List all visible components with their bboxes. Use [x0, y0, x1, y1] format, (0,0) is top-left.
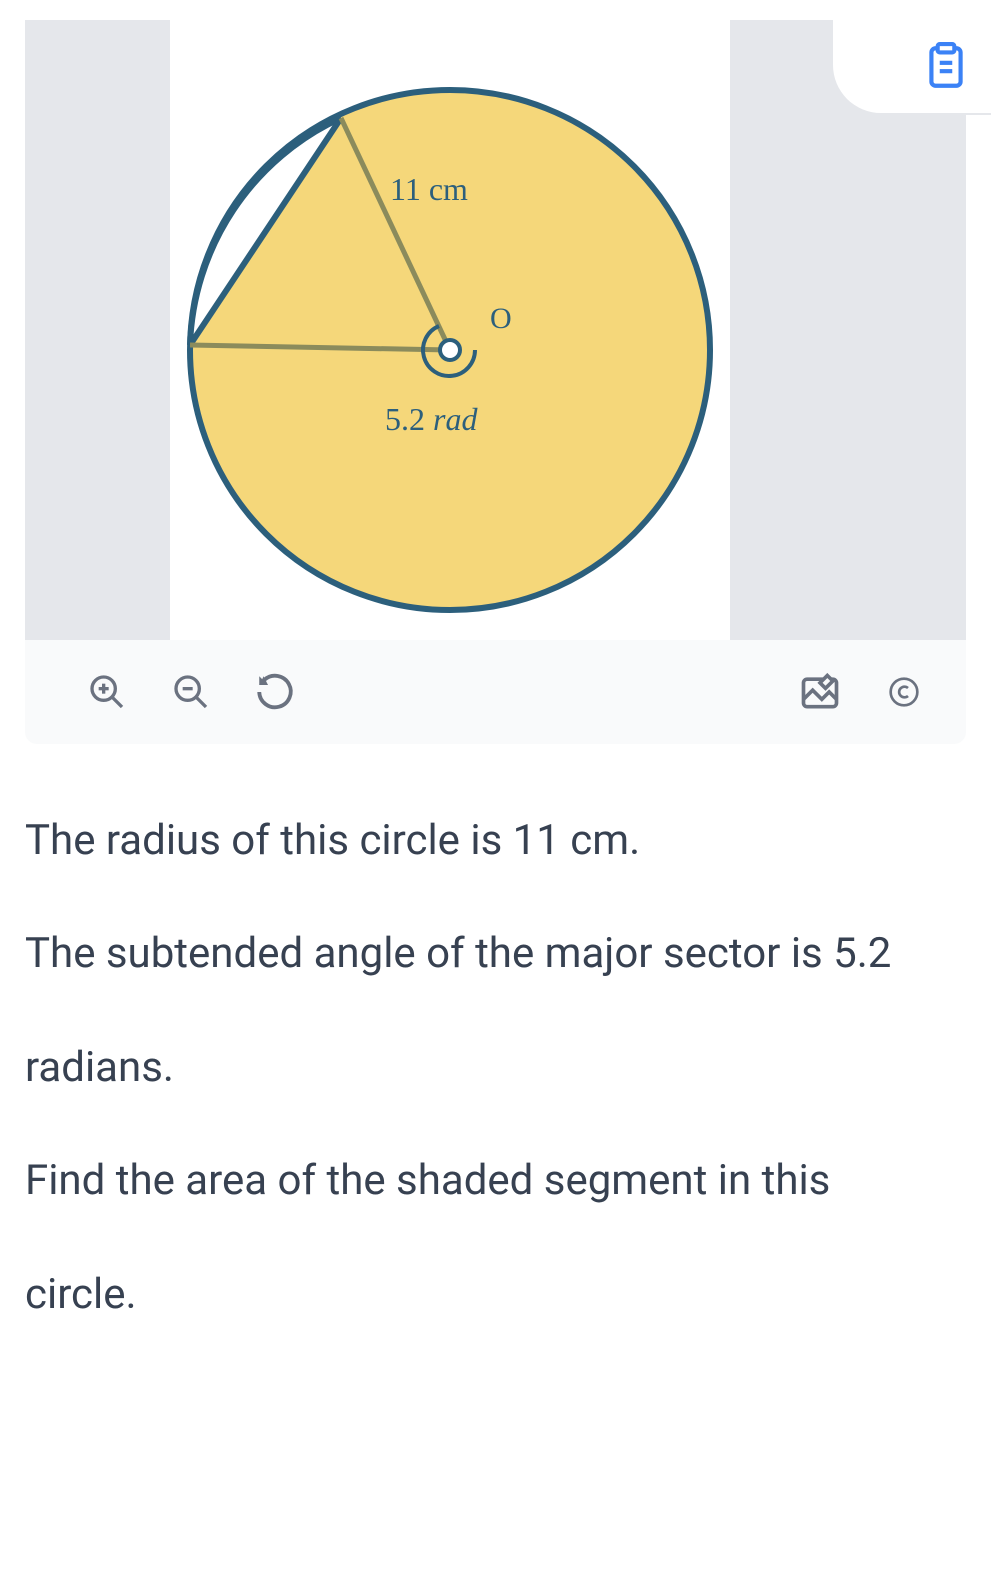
image-viewer: 11 cm O 5.2 rad — [25, 20, 966, 744]
canvas-padding-left — [25, 20, 170, 640]
zoom-out-icon — [171, 672, 211, 712]
copyright-button[interactable] — [882, 670, 926, 714]
angle-label: 5.2 rad — [385, 401, 478, 437]
image-area: 11 cm O 5.2 rad — [25, 20, 966, 640]
zoom-in-icon — [87, 672, 127, 712]
question-line-4: Find the area of the shaded segment in t… — [25, 1124, 966, 1237]
reset-button[interactable] — [253, 670, 297, 714]
image-toolbar — [25, 640, 966, 744]
zoom-out-button[interactable] — [169, 670, 213, 714]
notes-button[interactable] — [831, 20, 991, 115]
edit-image-button[interactable] — [798, 670, 842, 714]
circle-diagram: 11 cm O 5.2 rad — [180, 70, 720, 630]
center-point — [440, 340, 460, 360]
zoom-in-button[interactable] — [85, 670, 129, 714]
question-line-2: The subtended angle of the major sector … — [25, 897, 966, 1010]
copyright-icon — [888, 676, 920, 708]
radius-label: 11 cm — [390, 171, 468, 207]
question-line-5: circle. — [25, 1238, 966, 1351]
question-text: The radius of this circle is 11 cm. The … — [0, 744, 991, 1391]
center-label: O — [490, 302, 512, 335]
question-line-1: The radius of this circle is 11 cm. — [25, 784, 966, 897]
question-line-3: radians. — [25, 1011, 966, 1124]
reset-icon — [254, 671, 296, 713]
clipboard-icon — [921, 42, 971, 92]
edit-image-icon — [798, 669, 842, 715]
diagram-canvas: 11 cm O 5.2 rad — [170, 20, 730, 640]
